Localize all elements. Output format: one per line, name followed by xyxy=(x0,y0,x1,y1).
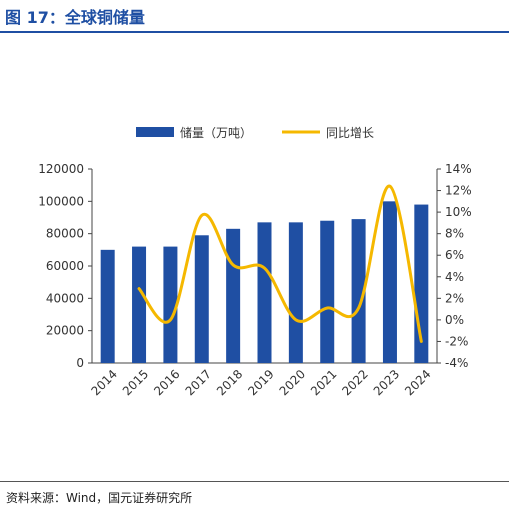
y-right-tick-label: 6% xyxy=(445,248,464,262)
x-tick-label: 2019 xyxy=(245,367,276,398)
x-tick-label: 2018 xyxy=(214,367,245,398)
x-tick-label: 2024 xyxy=(402,367,433,398)
bar-reserve xyxy=(382,201,397,363)
x-tick-label: 2022 xyxy=(339,367,370,398)
y-left-tick-label: 100000 xyxy=(38,194,84,208)
y-right-tick-label: 0% xyxy=(445,313,464,327)
y-right-tick-label: -2% xyxy=(445,334,468,348)
bar-reserve xyxy=(132,246,147,363)
x-tick-label: 2017 xyxy=(183,367,214,398)
y-left-tick-label: 20000 xyxy=(46,324,84,338)
y-left-tick-label: 120000 xyxy=(38,162,84,176)
y-left-tick-label: 80000 xyxy=(46,227,84,241)
y-left-tick-label: 60000 xyxy=(46,259,84,273)
bar-reserve xyxy=(351,219,366,363)
chart: 储量（万吨） 同比增长 2014 2015 2016 2017 2018 2019 2020… xyxy=(38,125,472,398)
bar-reserve xyxy=(288,222,303,363)
legend-bar-swatch xyxy=(136,127,174,137)
y-left-tick-label: 0 xyxy=(76,356,84,370)
x-tick-label: 2016 xyxy=(151,367,182,398)
x-tick-label: 2020 xyxy=(277,367,308,398)
x-tick-label: 2014 xyxy=(88,367,119,398)
y-right-tick-label: -4% xyxy=(445,356,468,370)
bar-reserve xyxy=(257,222,272,363)
y-right-tick-label: 14% xyxy=(445,162,472,176)
bar-reserve xyxy=(163,246,178,363)
y-right-tick-label: 8% xyxy=(445,227,464,241)
footer-divider xyxy=(0,481,509,482)
bar-reserve xyxy=(194,235,209,363)
legend: 储量（万吨） 同比增长 xyxy=(136,125,374,140)
x-tick-label: 2015 xyxy=(120,367,151,398)
y-right-tick-label: 4% xyxy=(445,270,464,284)
legend-line-label: 同比增长 xyxy=(326,126,374,140)
y-left-tick-label: 40000 xyxy=(46,291,84,305)
bar-reserve xyxy=(226,228,241,363)
source-note: 资料来源：Wind，国元证券研究所 xyxy=(6,491,193,505)
title-divider xyxy=(0,31,509,33)
x-tick-label: 2023 xyxy=(371,367,402,398)
legend-bar-label: 储量（万吨） xyxy=(180,125,252,140)
bar-reserve xyxy=(320,220,335,363)
figure-title: 图 17：全球铜储量 xyxy=(5,8,145,27)
growth-line xyxy=(137,184,423,343)
y-right-tick-label: 12% xyxy=(445,184,472,198)
bar-reserve xyxy=(100,249,115,363)
x-tick-label: 2021 xyxy=(308,367,339,398)
y-right-tick-label: 10% xyxy=(445,205,472,219)
y-right-tick-label: 2% xyxy=(445,291,464,305)
